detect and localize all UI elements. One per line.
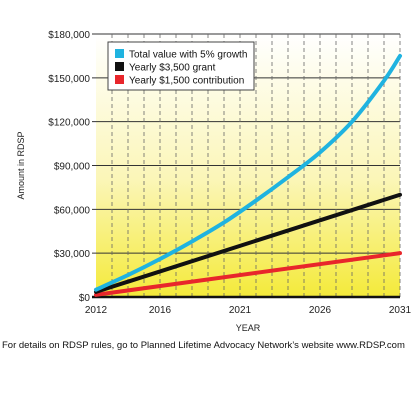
legend-box (107, 41, 255, 91)
y-axis-title: Amount in RDSP (16, 131, 26, 199)
footnote: For details on RDSP rules, go to Planned… (2, 340, 405, 351)
x-tick-labels: 2012 2016 2021 2026 2031 (85, 305, 412, 316)
y-tick-label: $30,000 (54, 249, 91, 260)
x-tick-label: 2026 (309, 305, 332, 316)
legend-swatch (115, 49, 124, 58)
x-tick-label: 2031 (389, 305, 412, 316)
legend: Total value with 5% growth Yearly $3,500 … (107, 41, 255, 91)
y-tick-label: $60,000 (54, 205, 91, 216)
series-line (94, 251, 402, 297)
y-tick-labels: $0 $30,000 $60,000 $90,000 $120,000 $150,000 $… (48, 30, 90, 304)
x-tick-label: 2016 (149, 305, 172, 316)
y-tick-label: $150,000 (48, 74, 90, 85)
y-tick-label: $120,000 (48, 118, 90, 129)
legend-entry: Yearly $3,500 grant (129, 63, 216, 74)
series-lines (94, 53, 402, 297)
x-tick-label: 2021 (229, 305, 252, 316)
legend-entry: Total value with 5% growth (129, 50, 247, 61)
legend-entry: Yearly $1,500 contribution (129, 76, 244, 87)
series-line (94, 192, 402, 294)
y-tick-label: $180,000 (48, 30, 90, 41)
series-line (94, 53, 402, 292)
y-tick-label: $0 (79, 293, 91, 304)
legend-swatch (115, 75, 124, 84)
x-tick-label: 2012 (85, 305, 108, 316)
legend-swatch (115, 62, 124, 71)
y-tick-label: $90,000 (54, 162, 91, 173)
x-axis-title: YEAR (236, 323, 261, 333)
